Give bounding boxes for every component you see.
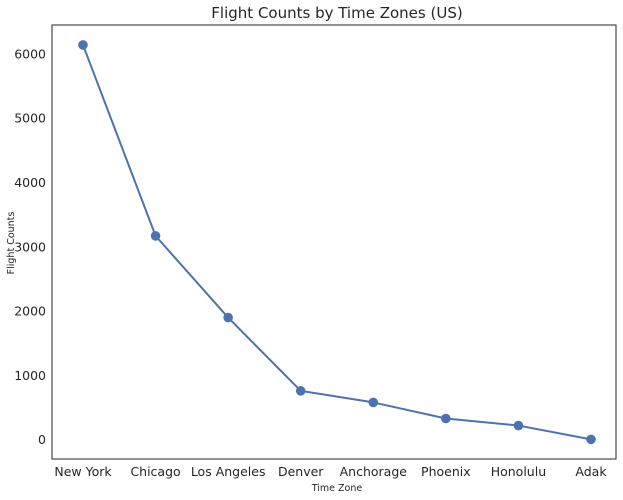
series-line (82, 44, 592, 441)
x-tick-label: Anchorage (340, 464, 408, 479)
y-tick-label: 6000 (14, 46, 46, 61)
data-point (78, 40, 88, 50)
y-tick-label: 1000 (14, 368, 46, 383)
y-tick-label: 3000 (14, 239, 46, 254)
x-tick-label: New York (54, 464, 112, 479)
data-point (513, 420, 524, 431)
data-point (223, 312, 233, 323)
x-tick-label: Adak (575, 464, 607, 479)
data-point (150, 231, 161, 241)
data-point (441, 413, 451, 424)
data-point (295, 386, 306, 396)
y-tick-label: 0 (38, 432, 46, 447)
y-tick-label: 5000 (14, 111, 46, 126)
x-tick-label: Los Angeles (191, 464, 266, 479)
x-tick-label: Phoenix (421, 464, 471, 479)
series-points (78, 40, 596, 445)
y-axis-label: Flight Counts (6, 212, 17, 275)
x-axis-label: Time Zone (311, 483, 363, 494)
x-tick-label: Honolulu (491, 464, 546, 479)
chart-title: Flight Counts by Time Zones (US) (211, 4, 462, 22)
x-tick-label: Denver (278, 464, 324, 479)
data-point (368, 397, 379, 408)
y-tick-label: 4000 (14, 175, 46, 190)
x-axis: New York Chicago Los Angeles Denver Anchorag… (54, 464, 607, 479)
y-axis: 0 1000 2000 3000 4000 5000 6000 (14, 46, 46, 447)
plot-frame (51, 24, 617, 460)
data-point (586, 434, 596, 445)
y-tick-label: 2000 (14, 304, 46, 319)
x-tick-label: Chicago (130, 464, 180, 479)
